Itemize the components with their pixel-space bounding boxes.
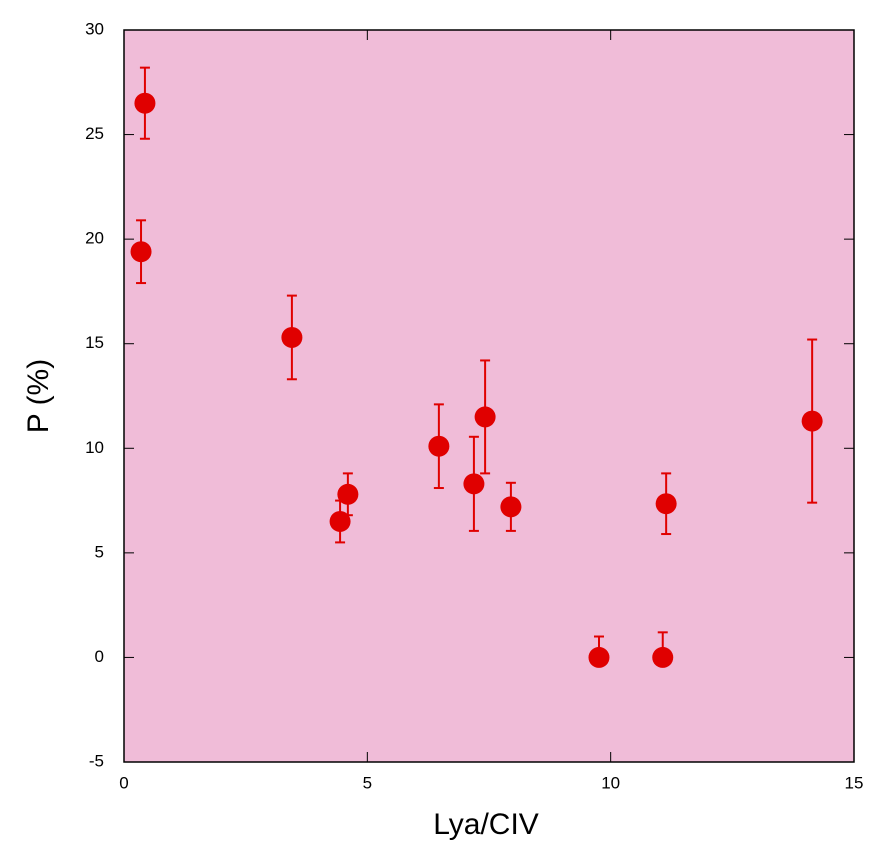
point bbox=[474, 406, 496, 428]
point bbox=[801, 410, 823, 432]
y-axis-label: P (%) bbox=[22, 359, 55, 433]
y-tick-label: 10 bbox=[85, 438, 104, 457]
x-tick-label: 10 bbox=[601, 773, 620, 792]
x-tick-label: 0 bbox=[119, 773, 128, 792]
point bbox=[463, 473, 485, 495]
point bbox=[588, 646, 610, 668]
x-tick-label: 5 bbox=[363, 773, 372, 792]
x-axis-label: Lya/CIV bbox=[433, 808, 539, 841]
y-tick-label: 20 bbox=[85, 229, 104, 248]
y-tick-label: 15 bbox=[85, 333, 104, 352]
point bbox=[500, 496, 522, 518]
point bbox=[130, 241, 152, 263]
plot-area bbox=[123, 29, 855, 763]
y-tick-label: 5 bbox=[95, 542, 104, 561]
point bbox=[652, 646, 674, 668]
point bbox=[281, 326, 303, 348]
y-tick-label: -5 bbox=[89, 751, 104, 770]
point bbox=[428, 435, 450, 457]
x-tick-label: 15 bbox=[845, 773, 864, 792]
y-tick-label: 25 bbox=[85, 124, 104, 143]
point bbox=[655, 493, 677, 515]
y-tick-label: 30 bbox=[85, 19, 104, 38]
y-tick-label: 0 bbox=[95, 647, 104, 666]
point bbox=[337, 483, 359, 505]
point bbox=[329, 510, 351, 532]
point bbox=[134, 92, 156, 114]
